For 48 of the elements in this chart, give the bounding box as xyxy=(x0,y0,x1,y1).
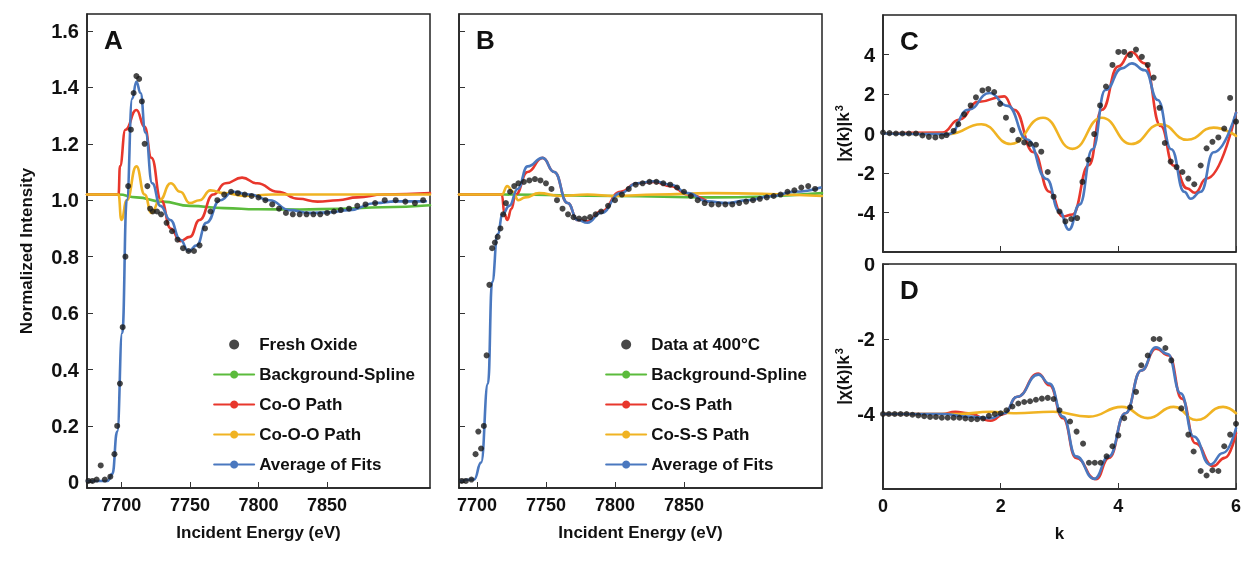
x-tick-label: 6 xyxy=(1230,496,1242,516)
x-tick-label: 7850 xyxy=(307,495,348,515)
y-axis-title: |χ(k)|k3 xyxy=(832,105,853,162)
y-tick-label: -2 xyxy=(857,328,875,350)
x-axis-title: Incident Energy (eV) xyxy=(558,523,723,542)
x-tick-label: 2 xyxy=(995,496,1006,516)
x-axis-title: Incident Energy (eV) xyxy=(176,523,341,542)
y-tick-label: 1.4 xyxy=(51,76,80,99)
chart-title: B xyxy=(476,25,495,55)
x-tick-label: 7750 xyxy=(169,495,210,515)
y-tick-label: 0.2 xyxy=(51,414,79,437)
y-axis-title: |χ(k)|k3 xyxy=(832,348,853,405)
y-tick-label: 0 xyxy=(863,122,875,145)
y-tick-label: 0.4 xyxy=(51,358,80,381)
legend-label: Background-Spline xyxy=(259,365,416,384)
x-tick-label: 7700 xyxy=(456,495,497,515)
chart-title: C xyxy=(900,26,919,56)
x-tick-label: 7750 xyxy=(525,495,566,515)
y-tick-label: 0.8 xyxy=(51,245,79,268)
legend-label: Average of Fits xyxy=(651,455,774,474)
y-tick-label: 4 xyxy=(863,43,876,66)
chart-title: A xyxy=(104,25,123,55)
x-tick-label: 7800 xyxy=(594,495,635,515)
legend-label: Co-O Path xyxy=(259,395,343,414)
x-tick-label: 7700 xyxy=(101,495,142,515)
y-tick-label: -2 xyxy=(857,162,875,184)
legend-label: Fresh Oxide xyxy=(259,335,358,354)
y-tick-label: 1.2 xyxy=(51,132,79,155)
legend-label: Average of Fits xyxy=(259,455,382,474)
x-tick-label: 0 xyxy=(877,496,889,516)
x-tick-label: 7850 xyxy=(663,495,704,515)
x-tick-label: 7800 xyxy=(238,495,279,515)
y-tick-label: 1.0 xyxy=(51,189,79,212)
x-tick-label: 4 xyxy=(1113,496,1124,516)
legend-label: Data at 400°C xyxy=(651,335,761,354)
y-tick-label: 0 xyxy=(67,471,79,494)
y-tick-label: -4 xyxy=(857,403,876,425)
legend-label: Co-S-S Path xyxy=(651,425,750,444)
x-axis-title: k xyxy=(1054,524,1065,543)
y-tick-label: 2 xyxy=(863,83,875,105)
y-axis-title: Normalized Intensity xyxy=(17,167,36,335)
legend-label: Co-S Path xyxy=(651,395,733,414)
legend-label: Background-Spline xyxy=(651,365,808,384)
y-tick-label: 0.6 xyxy=(51,302,79,325)
y-tick-label: -4 xyxy=(857,201,876,224)
chart-title: D xyxy=(900,275,919,305)
legend-label: Co-O-O Path xyxy=(259,425,362,444)
y-tick-label: 1.6 xyxy=(51,19,79,42)
